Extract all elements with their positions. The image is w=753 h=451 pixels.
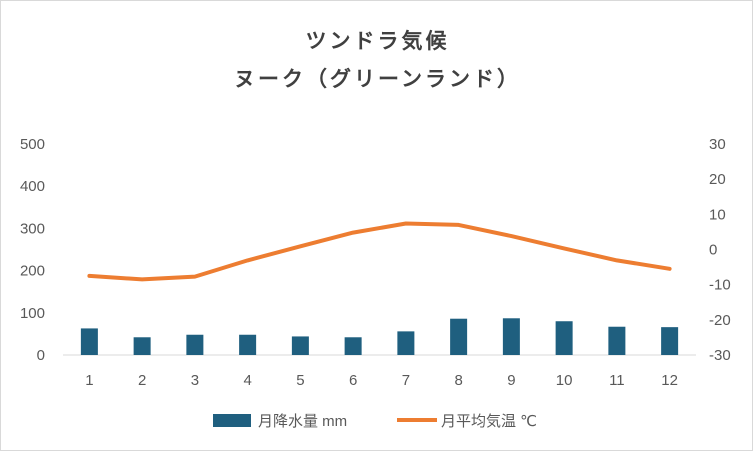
y-left-tick-label: 400 xyxy=(20,178,45,195)
y-right-tick-label: -30 xyxy=(709,347,731,364)
legend-precipitation-label: 月降水量 mm xyxy=(258,413,347,430)
precipitation-bar xyxy=(344,337,362,355)
chart-title-line1: ツンドラ気候 xyxy=(305,29,450,53)
x-tick-label: 7 xyxy=(402,372,410,389)
y-left-tick-label: 0 xyxy=(37,347,45,364)
y-right-tick-label: 0 xyxy=(709,242,717,259)
y-left-tick-label: 500 xyxy=(20,136,45,153)
precipitation-bar xyxy=(555,321,573,355)
precipitation-bar xyxy=(133,337,151,355)
precipitation-bar xyxy=(291,336,309,355)
y-right-tick-label: 10 xyxy=(709,206,726,223)
x-tick-label: 8 xyxy=(454,372,462,389)
y-right-tick-label: 20 xyxy=(709,171,726,188)
precipitation-bar xyxy=(186,334,204,355)
precipitation-bar xyxy=(80,328,98,355)
y-left-tick-label: 100 xyxy=(20,305,45,322)
precipitation-bar xyxy=(502,318,520,355)
chart-title-line2: ヌーク（グリーンランド） xyxy=(234,67,521,91)
x-tick-label: 12 xyxy=(661,372,678,389)
x-tick-label: 4 xyxy=(243,372,251,389)
x-tick-label: 11 xyxy=(609,372,625,389)
precipitation-bar xyxy=(661,327,679,355)
y-right-tick-label: -20 xyxy=(709,312,731,329)
x-tick-label: 6 xyxy=(349,372,357,389)
y-left-tick-label: 300 xyxy=(20,220,45,237)
x-tick-label: 10 xyxy=(556,372,573,389)
y-left-tick-label: 200 xyxy=(20,263,45,280)
x-tick-label: 3 xyxy=(191,372,199,389)
precipitation-bar xyxy=(608,326,626,355)
x-tick-label: 9 xyxy=(507,372,515,389)
y-right-tick-label: 30 xyxy=(709,136,726,153)
legend-temperature-label: 月平均気温 ℃ xyxy=(441,413,537,430)
legend-precipitation-swatch xyxy=(213,414,251,427)
precipitation-bar xyxy=(239,334,257,355)
x-tick-label: 1 xyxy=(85,372,93,389)
y-right-tick-label: -10 xyxy=(709,277,731,294)
precipitation-bar xyxy=(397,331,415,355)
precipitation-bar xyxy=(450,318,468,355)
temperature-line xyxy=(87,221,672,282)
x-tick-label: 2 xyxy=(138,372,146,389)
x-tick-label: 5 xyxy=(296,372,304,389)
